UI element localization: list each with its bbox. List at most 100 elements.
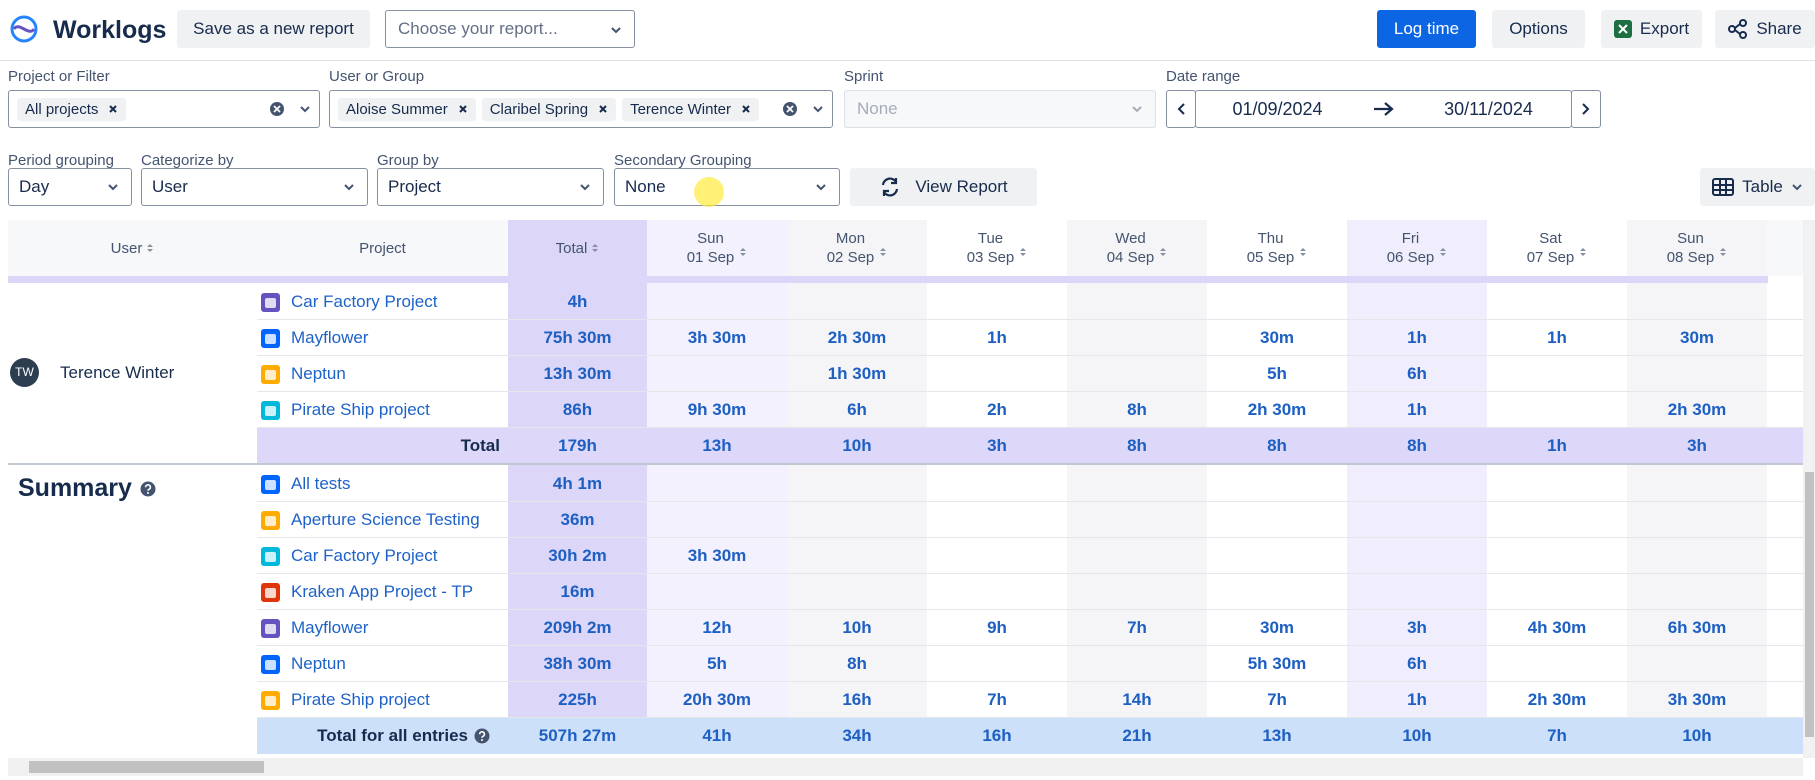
day-date: 08 Sep bbox=[1666, 249, 1715, 266]
day-header[interactable]: Tue 03 Sep bbox=[927, 220, 1067, 276]
chip-remove[interactable] bbox=[598, 104, 608, 114]
project-link[interactable]: Kraken App Project - TP bbox=[291, 582, 474, 601]
select-box[interactable]: User bbox=[141, 168, 368, 206]
filter-label: User or Group bbox=[329, 68, 425, 85]
time-cell: 2h 30m bbox=[1667, 400, 1727, 419]
chip-remove[interactable] bbox=[108, 104, 118, 114]
day-header-text: Sat 07 Sep bbox=[1527, 229, 1575, 267]
date-from[interactable]: 01/09/2024 bbox=[1232, 99, 1323, 119]
share-button[interactable]: Share bbox=[1715, 10, 1815, 48]
column-header[interactable]: Total bbox=[508, 220, 647, 276]
select-box[interactable]: Day bbox=[8, 168, 132, 206]
column-header-label: Total bbox=[555, 239, 588, 257]
select-value: None bbox=[625, 177, 666, 196]
options-button[interactable]: Options bbox=[1492, 10, 1585, 48]
row-line bbox=[257, 573, 1803, 574]
select-box[interactable]: None bbox=[614, 168, 840, 206]
project-link[interactable]: Mayflower bbox=[291, 618, 369, 637]
day-header[interactable]: Sun 08 Sep bbox=[1627, 220, 1767, 276]
total-cell: 16h bbox=[982, 726, 1012, 745]
row-total: 16m bbox=[560, 582, 595, 601]
icon-face bbox=[265, 298, 276, 308]
day-column-bg bbox=[647, 220, 787, 754]
clear-button[interactable] bbox=[782, 101, 798, 117]
sort-icon bbox=[739, 246, 747, 258]
project-icon bbox=[261, 475, 280, 494]
project-link[interactable]: Neptun bbox=[291, 654, 346, 673]
chip-remove[interactable] bbox=[741, 104, 751, 114]
day-column-bg bbox=[1627, 220, 1767, 754]
chevron-icon bbox=[1132, 106, 1142, 113]
day-name: Sun bbox=[1677, 230, 1704, 247]
chip-label: All projects bbox=[25, 100, 99, 118]
row-line bbox=[257, 319, 1803, 320]
day-header[interactable]: Sun 01 Sep bbox=[647, 220, 787, 276]
day-date: 07 Sep bbox=[1526, 249, 1575, 266]
time-cell: 8h bbox=[847, 654, 867, 673]
icon-face bbox=[265, 660, 276, 670]
project-link[interactable]: Neptun bbox=[291, 364, 346, 383]
date-next[interactable] bbox=[1571, 90, 1601, 128]
day-header[interactable]: Mon 02 Sep bbox=[787, 220, 927, 276]
day-header[interactable]: Fri 06 Sep bbox=[1347, 220, 1487, 276]
row-total: 86h bbox=[562, 400, 593, 419]
chip-label: Aloise Summer bbox=[346, 100, 448, 118]
dropdown-icon bbox=[579, 183, 591, 191]
refresh-icon bbox=[882, 177, 899, 197]
total-label-wrap: Total bbox=[257, 428, 500, 464]
project-link[interactable]: Aperture Science Testing bbox=[291, 510, 480, 529]
time-cell: 1h bbox=[987, 328, 1007, 347]
day-header[interactable]: Sat 07 Sep bbox=[1487, 220, 1627, 276]
date-to[interactable]: 30/11/2024 bbox=[1444, 99, 1533, 119]
day-header[interactable]: Wed 04 Sep bbox=[1067, 220, 1207, 276]
time-cell: 10h bbox=[842, 618, 872, 637]
total-cell: 13h bbox=[702, 436, 732, 455]
sort-icon bbox=[880, 248, 887, 256]
user-filter[interactable]: Aloise Summer Claribel Spring Terence Wint… bbox=[329, 90, 833, 128]
view-report-button[interactable]: View Report bbox=[850, 168, 1037, 206]
sort-icon bbox=[1019, 246, 1027, 258]
v-scroll-thumb[interactable] bbox=[1805, 472, 1814, 737]
log-time-button[interactable]: Log time bbox=[1377, 10, 1476, 48]
arrow-icon bbox=[1372, 100, 1396, 123]
save-report-button[interactable]: Save as a new report bbox=[177, 10, 370, 48]
project-icon bbox=[261, 511, 280, 530]
row-total: 225h bbox=[558, 690, 597, 709]
clear-icon bbox=[783, 102, 797, 116]
project-link[interactable]: Mayflower bbox=[291, 328, 369, 347]
project-filter[interactable]: All projects bbox=[8, 90, 320, 128]
day-column-bg bbox=[1347, 220, 1487, 754]
day-date: 06 Sep bbox=[1386, 249, 1435, 266]
summary-title-wrap: Summary bbox=[18, 474, 156, 503]
row-total: 38h 30m bbox=[543, 654, 612, 673]
report-select[interactable]: Choose your report... bbox=[385, 10, 635, 48]
next-icon bbox=[1582, 103, 1590, 115]
icon-face bbox=[265, 334, 276, 344]
column-header[interactable]: User bbox=[8, 220, 257, 276]
total-column-bg bbox=[508, 220, 647, 754]
view-mode-label: Table bbox=[1742, 177, 1783, 196]
time-cell: 6h 30m bbox=[1667, 618, 1727, 637]
date-prev[interactable] bbox=[1166, 90, 1196, 128]
chip-remove[interactable] bbox=[458, 104, 468, 114]
share-icon bbox=[1728, 19, 1748, 39]
select-box[interactable]: Project bbox=[377, 168, 604, 206]
project-link[interactable]: All tests bbox=[291, 474, 351, 493]
clear-button[interactable] bbox=[269, 101, 285, 117]
time-cell: 4h 30m bbox=[1527, 618, 1587, 637]
sort-icon bbox=[147, 244, 154, 252]
export-button[interactable]: Export bbox=[1601, 10, 1702, 48]
time-cell: 3h 30m bbox=[1667, 690, 1727, 709]
day-header[interactable]: Thu 05 Sep bbox=[1207, 220, 1347, 276]
total-cell: 10h bbox=[1682, 726, 1712, 745]
project-link[interactable]: Pirate Ship project bbox=[291, 400, 430, 419]
project-link[interactable]: Car Factory Project bbox=[291, 292, 438, 311]
view-mode-button[interactable]: Table bbox=[1700, 168, 1815, 206]
project-link[interactable]: Pirate Ship project bbox=[291, 690, 430, 709]
remove-icon bbox=[109, 105, 118, 113]
sort-icon bbox=[1440, 248, 1447, 256]
h-scroll-thumb[interactable] bbox=[29, 761, 264, 773]
project-link[interactable]: Car Factory Project bbox=[291, 546, 438, 565]
day-column-bg bbox=[927, 220, 1067, 754]
